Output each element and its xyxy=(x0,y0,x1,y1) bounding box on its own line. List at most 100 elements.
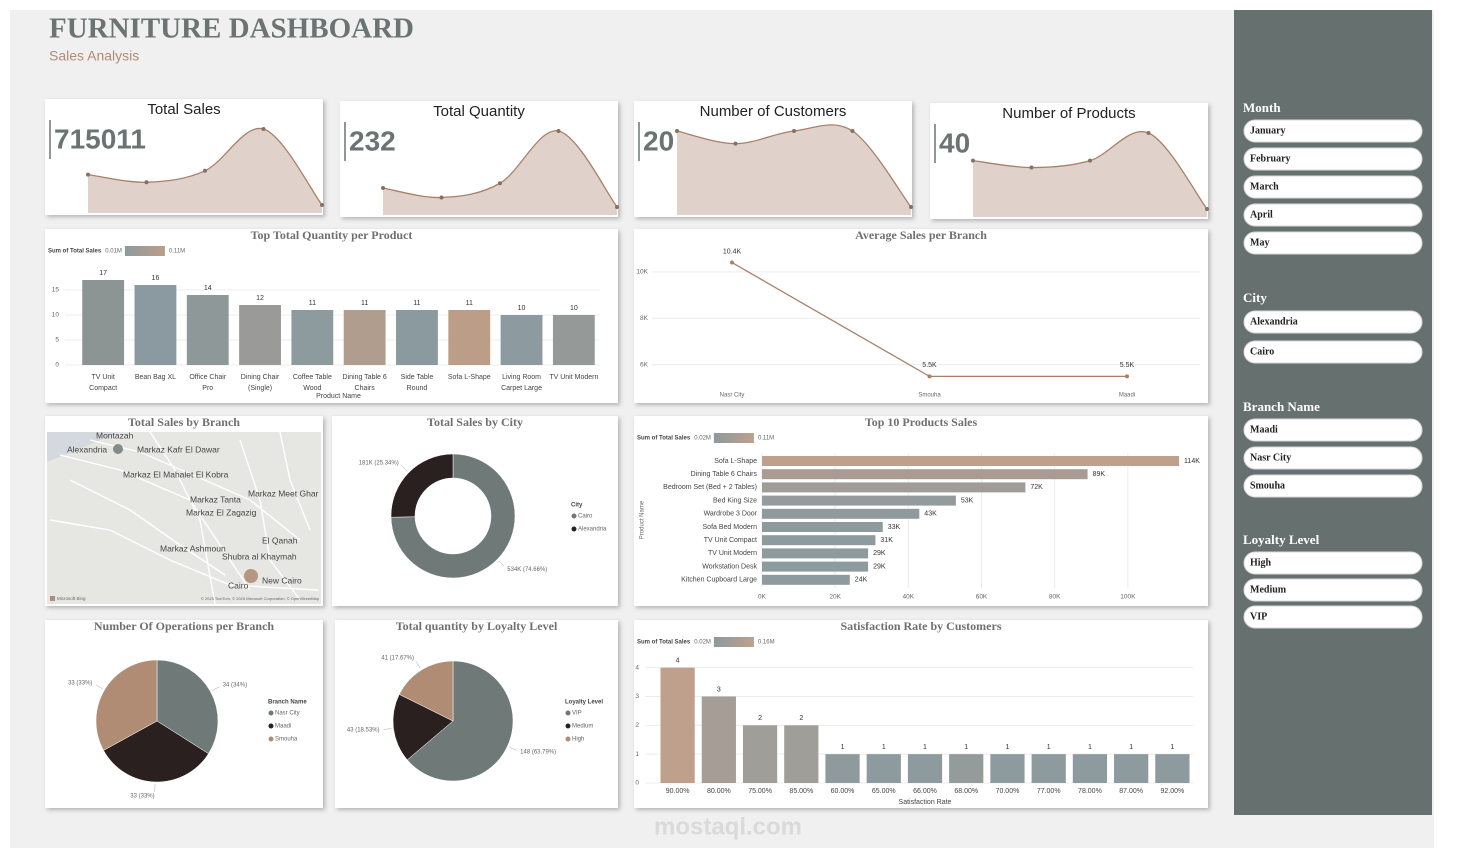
y-tick-label: 0 xyxy=(635,780,639,787)
slicer-item[interactable]: Maadi xyxy=(1243,418,1423,442)
slicer-label[interactable]: High xyxy=(1250,557,1272,568)
slicer-button[interactable] xyxy=(1243,551,1423,575)
slice xyxy=(392,694,454,761)
slicer-item[interactable]: VIP xyxy=(1243,605,1423,629)
kpi-trend-point xyxy=(439,195,444,200)
slicer-button[interactable] xyxy=(1243,340,1423,364)
kpi-trend-line xyxy=(676,124,912,208)
kpi-trend-point xyxy=(909,205,913,209)
y-tick-label: 10 xyxy=(52,312,60,319)
slicer-button[interactable] xyxy=(1243,119,1423,143)
kpi-trend-point xyxy=(971,158,975,163)
slicer-label[interactable]: Medium xyxy=(1250,584,1287,595)
slicer-item[interactable]: Smouha xyxy=(1243,474,1423,498)
kpi-trend-line xyxy=(382,130,618,208)
y-tick-label: Sofa Bed Modern xyxy=(703,524,758,531)
map-place: Shubra al Khaymah xyxy=(222,551,297,561)
kpi-trend-point xyxy=(1146,131,1151,135)
chart-title: Average Sales per Branch xyxy=(855,228,987,242)
label-line: Living Room xyxy=(502,374,541,381)
kpi-trend-area xyxy=(88,128,322,213)
map-place: Cairo xyxy=(228,580,249,590)
chart-title: Total quantity by Loyalty Level xyxy=(396,619,558,633)
label-line: (Single) xyxy=(248,385,272,392)
label-line: Chairs xyxy=(355,385,376,392)
label-line: Side Table xyxy=(401,374,434,381)
slicer-label[interactable]: February xyxy=(1250,153,1291,164)
map-place: Markaz Meet Ghar xyxy=(248,488,319,498)
chart-title: Satisfaction Rate by Customers xyxy=(841,619,1002,633)
kpi-trend-point xyxy=(1205,207,1209,211)
value-label: 29K xyxy=(873,563,886,570)
slicer-label[interactable]: VIP xyxy=(1250,611,1267,622)
legend-min: 0.02M xyxy=(694,640,711,646)
slicer-item[interactable]: February xyxy=(1243,147,1423,171)
leader-line xyxy=(383,728,392,730)
slicer-button[interactable] xyxy=(1243,310,1423,334)
value-label: 534K (74.66%) xyxy=(507,567,547,573)
slicer-item[interactable]: Cairo xyxy=(1243,340,1423,364)
dashboard-subtitle: Sales Analysis xyxy=(49,48,139,64)
slicer-button[interactable] xyxy=(1243,446,1423,470)
slicer-button[interactable] xyxy=(1243,418,1423,442)
kpi-trend-point xyxy=(1088,158,1092,163)
x-tick-label: 90.00% xyxy=(666,788,690,795)
slicer-label[interactable]: Alexandria xyxy=(1250,316,1298,327)
slicer-label[interactable]: May xyxy=(1250,237,1269,248)
kpi-title: Total Quantity xyxy=(433,103,525,120)
legend-swatch xyxy=(268,710,274,716)
legend-max: 0.11M xyxy=(169,249,185,255)
slicer-label[interactable]: Maadi xyxy=(1250,424,1278,435)
slicer-label[interactable]: Nasr City xyxy=(1250,452,1291,463)
kpi-trend-point xyxy=(203,168,207,173)
slicer-label[interactable]: Smouha xyxy=(1250,480,1285,491)
slicer-item[interactable]: May xyxy=(1243,231,1423,255)
x-tick-label: 66.00% xyxy=(913,788,937,795)
slicer-item[interactable]: Medium xyxy=(1243,578,1423,602)
bar xyxy=(907,754,943,783)
x-tick-label: 78.00% xyxy=(1078,788,1102,795)
slicer-item[interactable]: April xyxy=(1243,203,1423,227)
slicer-item[interactable]: January xyxy=(1243,119,1423,143)
slicer-button[interactable] xyxy=(1243,231,1423,255)
value-label: 14 xyxy=(204,285,212,292)
leader-line xyxy=(498,560,505,567)
bar xyxy=(500,315,543,365)
kpi-value: 232 xyxy=(349,125,396,156)
slicer-item[interactable]: March xyxy=(1243,175,1423,199)
legend-label: Nasr City xyxy=(275,711,300,717)
bar xyxy=(186,295,229,365)
slicer-button[interactable] xyxy=(1243,474,1423,498)
slicer-button[interactable] xyxy=(1243,578,1423,602)
slicer-title: City xyxy=(1243,290,1267,305)
slicer-item[interactable]: Alexandria xyxy=(1243,310,1423,334)
slicer-label[interactable]: March xyxy=(1250,181,1279,192)
value-label: 10 xyxy=(570,305,578,312)
slicer-label[interactable]: April xyxy=(1250,209,1273,220)
chart-title: Top 10 Products Sales xyxy=(865,415,978,429)
slicer-label[interactable]: Cairo xyxy=(1250,346,1274,357)
slicer-item[interactable]: High xyxy=(1243,551,1423,575)
y-tick-label: Dining Table 6 Chairs xyxy=(691,471,758,478)
chart-card xyxy=(634,229,1208,403)
slicer-button[interactable] xyxy=(1243,203,1423,227)
value-label: 89K xyxy=(1093,471,1106,478)
slice xyxy=(398,660,454,722)
y-tick-label: 6K xyxy=(640,361,649,368)
filter-panel xyxy=(1234,10,1432,815)
x-tick-label: 75.00% xyxy=(748,788,772,795)
slicer-item[interactable]: Nasr City xyxy=(1243,446,1423,470)
slicer-button[interactable] xyxy=(1243,147,1423,171)
slicer-label[interactable]: January xyxy=(1250,125,1286,136)
line-point xyxy=(1125,374,1129,379)
kpi-title: Number of Products xyxy=(1002,105,1135,122)
slicer-button[interactable] xyxy=(1243,175,1423,199)
y-tick-label: 5 xyxy=(55,337,59,344)
legend-gradient xyxy=(124,246,165,256)
x-tick-label: Nasr City xyxy=(720,393,745,399)
y-tick-label: TV Unit Compact xyxy=(704,537,757,544)
slicer-button[interactable] xyxy=(1243,605,1423,629)
label-line: Coffee Table xyxy=(293,374,332,381)
kpi-trend-point xyxy=(850,129,855,133)
